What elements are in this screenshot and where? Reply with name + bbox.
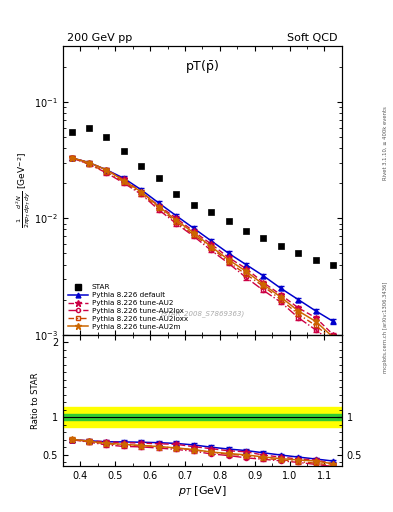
Text: mcplots.cern.ch [arXiv:1306.3436]: mcplots.cern.ch [arXiv:1306.3436]: [383, 282, 387, 373]
STAR: [69, 129, 74, 135]
STAR: [104, 134, 109, 140]
Bar: [63, 414, 342, 420]
Bar: [63, 408, 342, 427]
Text: 200 GeV pp: 200 GeV pp: [67, 33, 132, 44]
STAR: [279, 243, 283, 249]
X-axis label: $p_T$ [GeV]: $p_T$ [GeV]: [178, 483, 227, 498]
Text: Soft QCD: Soft QCD: [288, 33, 338, 44]
STAR: [244, 228, 248, 234]
STAR: [226, 218, 231, 224]
Text: pT($\bar{\rm p}$): pT($\bar{\rm p}$): [185, 58, 220, 75]
STAR: [261, 234, 266, 241]
STAR: [121, 147, 126, 154]
STAR: [209, 209, 213, 216]
STAR: [191, 202, 196, 208]
Text: Rivet 3.1.10, ≥ 400k events: Rivet 3.1.10, ≥ 400k events: [383, 106, 387, 180]
STAR: [156, 175, 161, 181]
STAR: [296, 250, 301, 257]
STAR: [87, 124, 92, 131]
Text: (STAR_2008_S7869363): (STAR_2008_S7869363): [160, 311, 244, 317]
Y-axis label: $\frac{1}{2\pi p_T}\frac{d^2N}{dp_T\,dy}\ \left[\mathrm{GeV}^{-2}\right]$: $\frac{1}{2\pi p_T}\frac{d^2N}{dp_T\,dy}…: [14, 153, 33, 228]
Y-axis label: Ratio to STAR: Ratio to STAR: [31, 372, 40, 429]
STAR: [174, 191, 178, 198]
STAR: [331, 262, 336, 268]
STAR: [139, 163, 144, 169]
Line: STAR: STAR: [68, 124, 336, 268]
Legend: STAR, Pythia 8.226 default, Pythia 8.226 tune-AU2, Pythia 8.226 tune-AU2lox, Pyt: STAR, Pythia 8.226 default, Pythia 8.226…: [66, 283, 189, 331]
STAR: [313, 257, 318, 263]
